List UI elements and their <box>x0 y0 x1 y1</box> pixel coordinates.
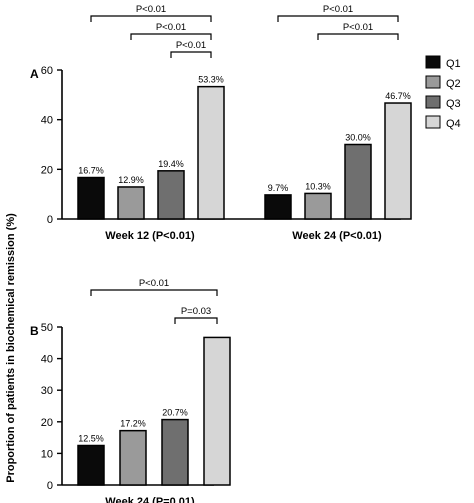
significance-label: P<0.01 <box>139 278 169 289</box>
y-tick-label: 20 <box>41 164 53 176</box>
data-label: 53.3% <box>198 75 224 85</box>
data-label: 46.7% <box>385 91 411 101</box>
bar-q1 <box>264 194 292 220</box>
data-label: 30.0% <box>345 133 371 143</box>
y-tick-label: 30 <box>41 385 53 397</box>
y-tick-label: 0 <box>47 214 53 226</box>
legend-label: Q2 <box>446 78 461 90</box>
bar-q4 <box>384 102 412 220</box>
data-label: 9.7% <box>268 183 289 193</box>
data-label: 12.9% <box>118 175 144 185</box>
legend-label: Q3 <box>446 98 461 110</box>
panel-label: B <box>30 324 39 338</box>
significance-bracket <box>130 33 212 40</box>
bar-q2 <box>304 192 332 220</box>
legend-swatch-q3 <box>425 95 441 109</box>
y-tick-label: 40 <box>41 354 53 366</box>
significance-label: P<0.01 <box>176 40 206 51</box>
significance-bracket <box>170 51 212 58</box>
significance-label: P<0.01 <box>323 4 353 15</box>
legend: Q1 Q2 Q3 Q4 <box>425 55 461 130</box>
legend-swatch-q4 <box>425 115 441 129</box>
bar-q3 <box>344 143 372 220</box>
y-tick-label: 40 <box>41 115 53 127</box>
legend-label: Q1 <box>446 58 461 70</box>
data-label: 19.4% <box>158 159 184 169</box>
group-label: Week 12 (P<0.01) <box>105 230 195 242</box>
significance-bracket <box>277 15 399 22</box>
bar-q3 <box>161 418 189 486</box>
group-label: Week 24 (P=0.01) <box>105 496 195 503</box>
bar-q4 <box>197 85 225 220</box>
bar-q2 <box>117 186 145 220</box>
bar-q1 <box>77 444 105 486</box>
y-tick-label: 10 <box>41 448 53 460</box>
panel-b-chart: B 0 10 20 30 40 50 12.5% 17.2% 20.7% Week 24 (P=0.… <box>30 278 231 503</box>
significance-bracket <box>90 289 218 296</box>
data-label: 12.5% <box>78 434 104 444</box>
data-label: 16.7% <box>78 166 104 176</box>
bar-q4 <box>203 336 231 486</box>
significance-bracket <box>317 33 399 40</box>
bar-q1 <box>77 176 105 220</box>
y-tick-label: 60 <box>41 65 53 77</box>
y-tick-label: 20 <box>41 417 53 429</box>
significance-label: P=0.03 <box>181 306 211 317</box>
significance-bracket <box>90 15 212 22</box>
significance-bracket <box>174 317 218 324</box>
data-label: 10.3% <box>305 181 331 191</box>
legend-swatch-q1 <box>425 55 441 69</box>
panel-label: A <box>30 67 39 81</box>
y-tick-label: 50 <box>41 322 53 334</box>
significance-label: P<0.01 <box>343 22 373 33</box>
group-label: Week 24 (P<0.01) <box>292 230 382 242</box>
bar-q3 <box>157 170 185 220</box>
panel-a-chart: A 0 20 40 60 16.7% 12.9% 19.4% 53.3% Week 12 (P<0… <box>30 4 412 242</box>
y-tick-label: 0 <box>47 480 53 492</box>
legend-swatch-q2 <box>425 75 441 89</box>
significance-label: P<0.01 <box>136 4 166 15</box>
significance-label: P<0.01 <box>156 22 186 33</box>
legend-label: Q4 <box>446 118 461 130</box>
data-label: 20.7% <box>162 408 188 418</box>
data-label: 17.2% <box>120 419 146 429</box>
shared-y-axis-label: Proportion of patients in biochemical re… <box>5 213 17 483</box>
bar-q2 <box>119 429 147 486</box>
